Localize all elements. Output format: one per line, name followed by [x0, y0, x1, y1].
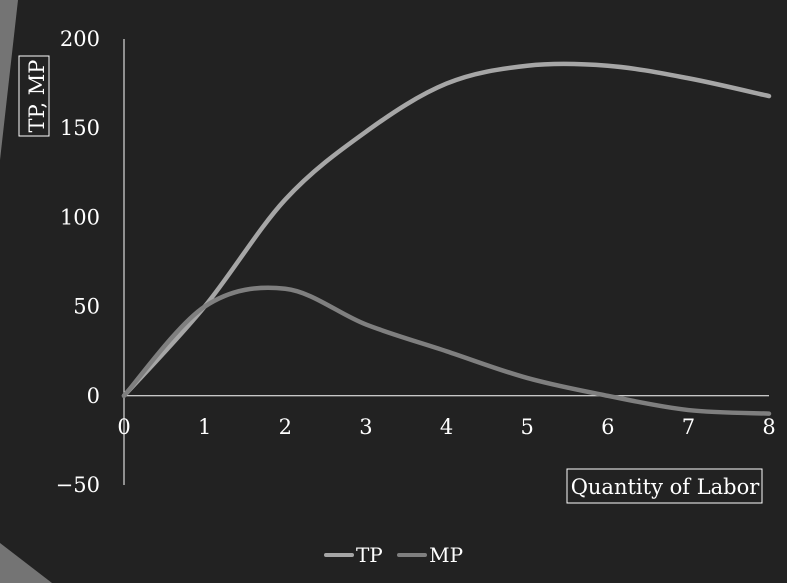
series-layer — [121, 61, 772, 416]
y-tick-label: 0 — [87, 384, 100, 408]
legend-item-mp: MP — [397, 543, 463, 567]
legend-label-mp: MP — [429, 543, 464, 567]
x-tick-label: 4 — [440, 415, 453, 439]
y-axis-title-box — [18, 55, 50, 137]
decorative-wedge-bottom — [0, 543, 52, 583]
y-tick-label: 150 — [60, 116, 100, 140]
legend-swatch-mp — [397, 553, 428, 557]
x-tick-label: 1 — [198, 415, 211, 439]
x-tick-label: 0 — [117, 415, 130, 439]
legend: TP MP — [0, 538, 787, 567]
legend-label-tp: TP — [355, 543, 383, 567]
tick-labels: −50 0 50 100 150 200 0 1 2 3 4 5 6 7 8 — [56, 27, 776, 497]
x-tick-label: 5 — [520, 415, 533, 439]
y-tick-label: 200 — [60, 27, 100, 51]
y-tick-label: 100 — [60, 205, 100, 229]
y-tick-label: 50 — [73, 295, 100, 319]
x-tick-label: 3 — [359, 415, 372, 439]
legend-item-tp: TP — [323, 543, 383, 567]
x-tick-label: 2 — [279, 415, 292, 439]
decorative-wedge-top — [0, 0, 18, 160]
x-tick-label: 7 — [682, 415, 695, 439]
x-axis-title-box — [566, 468, 763, 504]
legend-swatch-tp — [323, 553, 354, 557]
x-tick-label: 8 — [762, 415, 775, 439]
x-axis-title: Quantity of Labor — [571, 475, 761, 499]
series-line-mp — [121, 285, 772, 416]
series-line-tp — [121, 61, 772, 399]
x-tick-label: 6 — [601, 415, 614, 439]
y-axis-title: TP, MP — [25, 60, 49, 133]
y-tick-label: −50 — [56, 473, 100, 497]
axes — [123, 39, 769, 485]
